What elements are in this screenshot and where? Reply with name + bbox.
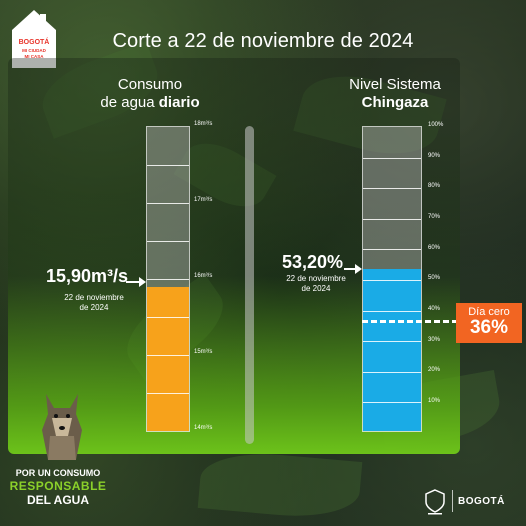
chingaza-tick-label: 60% xyxy=(428,245,441,251)
gauge-gridline xyxy=(363,341,421,343)
consumo-heading-bold: diario xyxy=(158,94,200,111)
gauge-gridline xyxy=(147,317,189,318)
gauge-gridline xyxy=(363,310,421,312)
chingaza-tick-label: 50% xyxy=(428,275,441,281)
gauge-gridline xyxy=(363,188,421,190)
leaf-shape xyxy=(197,448,363,522)
chingaza-gauge xyxy=(362,126,422,432)
chingaza-tick-label: 80% xyxy=(428,183,441,189)
footer-line2: RESPONSABLE xyxy=(9,479,107,493)
gauge-gridline xyxy=(363,218,421,220)
chingaza-tick-label: 40% xyxy=(428,306,441,312)
dia-cero-value: 36% xyxy=(469,317,509,338)
footer-separator xyxy=(452,490,453,512)
chingaza-tick-label: 90% xyxy=(428,153,441,159)
chingaza-heading-line1: Nivel Sistema xyxy=(349,76,441,93)
bogota-logo: BOGOTÁ MI CIUDAD MI CASA xyxy=(12,10,56,68)
bogota-brand: BOGOTÁ xyxy=(458,496,505,507)
consumo-gauge xyxy=(146,126,190,432)
consumo-date-line2: de 2024 xyxy=(79,303,109,312)
consumo-date: 22 de noviembre de 2024 xyxy=(44,293,144,313)
chingaza-date-line1: 22 de noviembre xyxy=(286,274,346,283)
chingaza-heading-bold: Chingaza xyxy=(361,94,429,111)
chingaza-date-line2: de 2024 xyxy=(301,284,331,293)
gauge-gridline xyxy=(363,280,421,281)
andean-fox-icon xyxy=(42,394,82,460)
consumo-value: 15,90m³/s xyxy=(46,266,129,286)
gauge-gridline xyxy=(147,203,189,204)
footer-line3: DEL AGUA xyxy=(26,493,89,507)
gauge-gridline xyxy=(147,165,189,166)
consumo-tick-label: 14m³/s xyxy=(194,425,213,431)
gauge-gridline xyxy=(147,241,189,242)
consumo-tick-label: 18m³/s xyxy=(194,121,213,127)
consumo-heading-normal: de agua xyxy=(100,94,159,111)
svg-text:BOGOTÁ: BOGOTÁ xyxy=(19,37,50,46)
dia-cero-dashed-line xyxy=(362,319,458,323)
dia-cero-label: Día cero xyxy=(468,306,510,318)
chingaza-arrow-icon xyxy=(344,264,362,274)
svg-text:MI CASA: MI CASA xyxy=(25,54,45,59)
gauge-gridline xyxy=(363,157,421,159)
chingaza-value: 53,20% xyxy=(282,252,344,272)
chingaza-tick-label: 10% xyxy=(428,398,441,404)
consumo-tick-label: 17m³/s xyxy=(194,197,213,203)
chingaza-tick-label: 20% xyxy=(428,367,441,373)
gauge-gridline xyxy=(147,279,189,280)
gauge-gridline xyxy=(147,393,189,394)
chingaza-date: 22 de noviembre de 2024 xyxy=(276,274,356,294)
consumo-gauge-fill xyxy=(147,286,189,431)
chingaza-tick-label: 30% xyxy=(428,337,441,343)
gauge-gridline xyxy=(363,249,421,251)
chingaza-heading: Nivel Sistema Chingaza xyxy=(330,76,460,112)
chingaza-tick-label: 70% xyxy=(428,214,441,220)
consumo-arrow-icon xyxy=(126,277,146,287)
chingaza-gauge-fill xyxy=(363,269,421,431)
footer-line1: POR UN CONSUMO xyxy=(15,468,101,478)
chingaza-tick-label: 100% xyxy=(428,122,444,128)
chingaza-heading-line2: Chingaza xyxy=(330,94,460,112)
gauge-gridline xyxy=(363,402,421,404)
alcaldia-shield-icon xyxy=(425,489,445,515)
page-title: Corte a 22 de noviembre de 2024 xyxy=(112,30,414,52)
gauge-gridline xyxy=(147,355,189,356)
svg-text:MI CIUDAD: MI CIUDAD xyxy=(22,48,46,53)
consumo-tick-label: 16m³/s xyxy=(194,273,213,279)
consumo-heading: Consumo de agua diario xyxy=(70,76,230,112)
consumo-heading-line2: de agua diario xyxy=(70,94,230,112)
gauge-gridline xyxy=(363,371,421,373)
consumo-heading-line1: Consumo xyxy=(117,76,183,93)
dia-cero-badge: Día cero 36% xyxy=(456,303,522,343)
column-divider xyxy=(245,126,254,444)
consumo-tick-label: 15m³/s xyxy=(194,349,213,355)
consumo-date-line1: 22 de noviembre xyxy=(64,293,124,302)
